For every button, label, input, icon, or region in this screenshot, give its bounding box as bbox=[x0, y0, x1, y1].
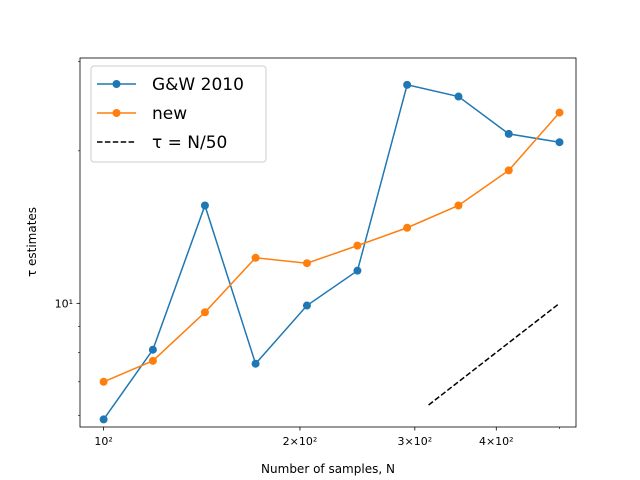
data-point bbox=[251, 253, 260, 262]
x-axis-ticks: 10² 2×10² 3×10² 4×10² bbox=[94, 427, 560, 448]
data-point bbox=[504, 166, 513, 175]
series-line-0 bbox=[103, 83, 560, 420]
legend-label: τ = N/50 bbox=[152, 133, 227, 153]
data-point bbox=[148, 356, 157, 365]
series-layer bbox=[99, 80, 564, 424]
data-point bbox=[555, 138, 564, 147]
data-point bbox=[99, 415, 108, 424]
x-tick-label: 2×10² bbox=[283, 435, 318, 448]
data-point bbox=[353, 266, 362, 275]
y-tick-label: 10¹ bbox=[55, 297, 73, 310]
data-point bbox=[353, 241, 362, 250]
data-point bbox=[403, 223, 412, 232]
legend-label: new bbox=[152, 104, 187, 124]
data-point bbox=[200, 201, 209, 210]
data-point bbox=[251, 359, 260, 368]
series-line-1 bbox=[103, 112, 561, 383]
x-tick-label: 4×10² bbox=[479, 435, 514, 448]
data-point bbox=[99, 377, 108, 386]
y-axis-ticks: 10¹ bbox=[55, 61, 80, 417]
legend-marker bbox=[112, 109, 121, 117]
data-point bbox=[148, 345, 157, 354]
legend-label: G&W 2010 bbox=[152, 75, 244, 95]
data-point bbox=[200, 308, 209, 317]
data-point bbox=[302, 259, 311, 268]
data-point bbox=[454, 201, 463, 210]
x-axis-label: Number of samples, N bbox=[261, 462, 395, 476]
legend-marker bbox=[112, 80, 121, 88]
data-point bbox=[403, 80, 412, 89]
data-point bbox=[454, 92, 463, 101]
legend-box bbox=[90, 65, 267, 163]
data-point bbox=[555, 108, 564, 117]
y-axis-label: τ estimates bbox=[25, 207, 39, 277]
plot-frame bbox=[79, 57, 577, 428]
data-point bbox=[504, 129, 513, 138]
x-tick-label: 10² bbox=[94, 435, 112, 448]
series-line-2 bbox=[428, 302, 560, 406]
x-tick-label: 3×10² bbox=[397, 435, 432, 448]
data-point bbox=[302, 301, 311, 310]
legend: G&W 2010 new τ = N/50 bbox=[90, 65, 267, 163]
